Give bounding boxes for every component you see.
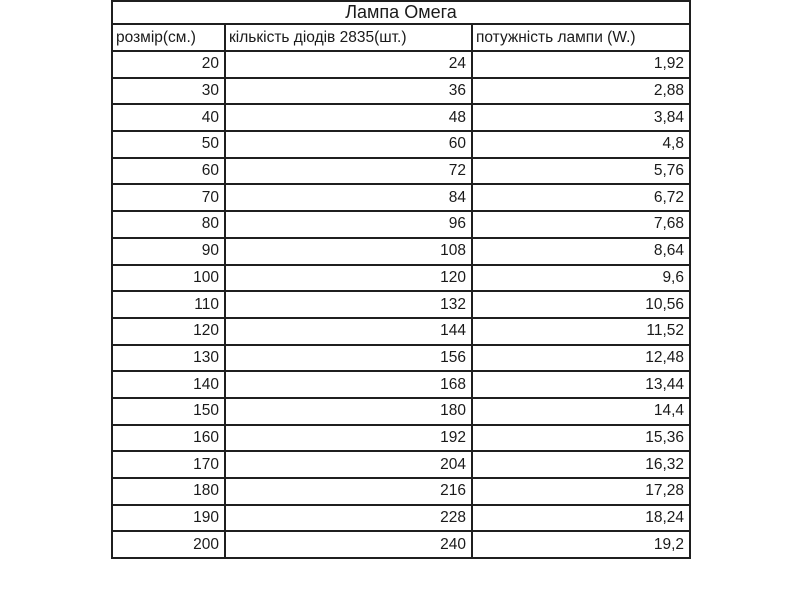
table-cell: 80 [111, 210, 226, 239]
title-row: Лампа Омега [111, 0, 691, 25]
table-cell: 12,48 [471, 343, 691, 373]
table-cell: 70 [111, 183, 226, 213]
table-cell: 84 [224, 183, 473, 213]
table-cell: 180 [111, 477, 226, 506]
table-cell: 240 [224, 530, 473, 560]
table-cell: 140 [111, 370, 226, 399]
table-cell: 20 [111, 50, 226, 79]
table-row: 180 216 17,28 [111, 477, 691, 506]
table-cell: 11,52 [471, 316, 691, 346]
table-cell: 48 [224, 103, 473, 133]
table-cell: 16,32 [471, 450, 691, 479]
table-row: 190 228 18,24 [111, 503, 691, 533]
table-cell: 192 [224, 423, 473, 453]
table-row: 100 120 9,6 [111, 263, 691, 293]
table-cell: 144 [224, 316, 473, 346]
table-cell: 15,36 [471, 423, 691, 453]
table-row: 160 192 15,36 [111, 423, 691, 453]
table-cell: 228 [224, 503, 473, 533]
table-row: 150 180 14,4 [111, 396, 691, 426]
table-cell: 18,24 [471, 503, 691, 533]
table-cell: 50 [111, 130, 226, 159]
table-cell: 156 [224, 343, 473, 373]
table-cell: 200 [111, 530, 226, 560]
table-row: 40 48 3,84 [111, 103, 691, 133]
table-cell: 170 [111, 450, 226, 479]
table-row: 70 84 6,72 [111, 183, 691, 213]
table-cell: 10,56 [471, 290, 691, 319]
table-container: Лампа Омега розмір(см.) кількість діодів… [111, 0, 691, 560]
table-row: 110 132 10,56 [111, 290, 691, 319]
column-header-diodes: кількість діодів 2835(шт.) [224, 23, 473, 52]
table-cell: 3,84 [471, 103, 691, 133]
table-row: 30 36 2,88 [111, 76, 691, 106]
table-cell: 4,8 [471, 130, 691, 159]
table-cell: 204 [224, 450, 473, 479]
table-cell: 216 [224, 477, 473, 506]
table-body: 20 24 1,92 30 36 2,88 40 48 3,84 50 60 4,8 60 72 5,76 7… [111, 50, 691, 560]
table-cell: 14,4 [471, 396, 691, 426]
table-row: 90 108 8,64 [111, 236, 691, 266]
table-cell: 1,92 [471, 50, 691, 79]
table-cell: 72 [224, 156, 473, 186]
table-row: 170 204 16,32 [111, 450, 691, 479]
table-row: 200 240 19,2 [111, 530, 691, 560]
table-row: 60 72 5,76 [111, 156, 691, 186]
table-cell: 5,76 [471, 156, 691, 186]
table-cell: 100 [111, 263, 226, 293]
table-cell: 60 [224, 130, 473, 159]
table-row: 130 156 12,48 [111, 343, 691, 373]
table-row: 50 60 4,8 [111, 130, 691, 159]
table-cell: 160 [111, 423, 226, 453]
table-cell: 190 [111, 503, 226, 533]
column-header-power: потужність лампи (W.) [471, 23, 691, 52]
table-cell: 13,44 [471, 370, 691, 399]
table-cell: 7,68 [471, 210, 691, 239]
table-cell: 150 [111, 396, 226, 426]
table-cell: 90 [111, 236, 226, 266]
table-cell: 19,2 [471, 530, 691, 560]
table-cell: 8,64 [471, 236, 691, 266]
header-row: розмір(см.) кількість діодів 2835(шт.) п… [111, 23, 691, 52]
table-row: 140 168 13,44 [111, 370, 691, 399]
table-cell: 40 [111, 103, 226, 133]
table-cell: 17,28 [471, 477, 691, 506]
table-row: 120 144 11,52 [111, 316, 691, 346]
table-cell: 108 [224, 236, 473, 266]
table-cell: 96 [224, 210, 473, 239]
table-cell: 24 [224, 50, 473, 79]
column-header-size: розмір(см.) [111, 23, 226, 52]
table-cell: 168 [224, 370, 473, 399]
table-cell: 132 [224, 290, 473, 319]
table-cell: 9,6 [471, 263, 691, 293]
table-row: 80 96 7,68 [111, 210, 691, 239]
lamp-table: Лампа Омега розмір(см.) кількість діодів… [111, 0, 691, 560]
table-cell: 130 [111, 343, 226, 373]
table-cell: 36 [224, 76, 473, 106]
table-title: Лампа Омега [111, 0, 691, 25]
table-cell: 2,88 [471, 76, 691, 106]
table-cell: 110 [111, 290, 226, 319]
table-cell: 180 [224, 396, 473, 426]
table-cell: 120 [224, 263, 473, 293]
table-row: 20 24 1,92 [111, 50, 691, 79]
table-cell: 60 [111, 156, 226, 186]
table-cell: 6,72 [471, 183, 691, 213]
table-cell: 120 [111, 316, 226, 346]
table-cell: 30 [111, 76, 226, 106]
